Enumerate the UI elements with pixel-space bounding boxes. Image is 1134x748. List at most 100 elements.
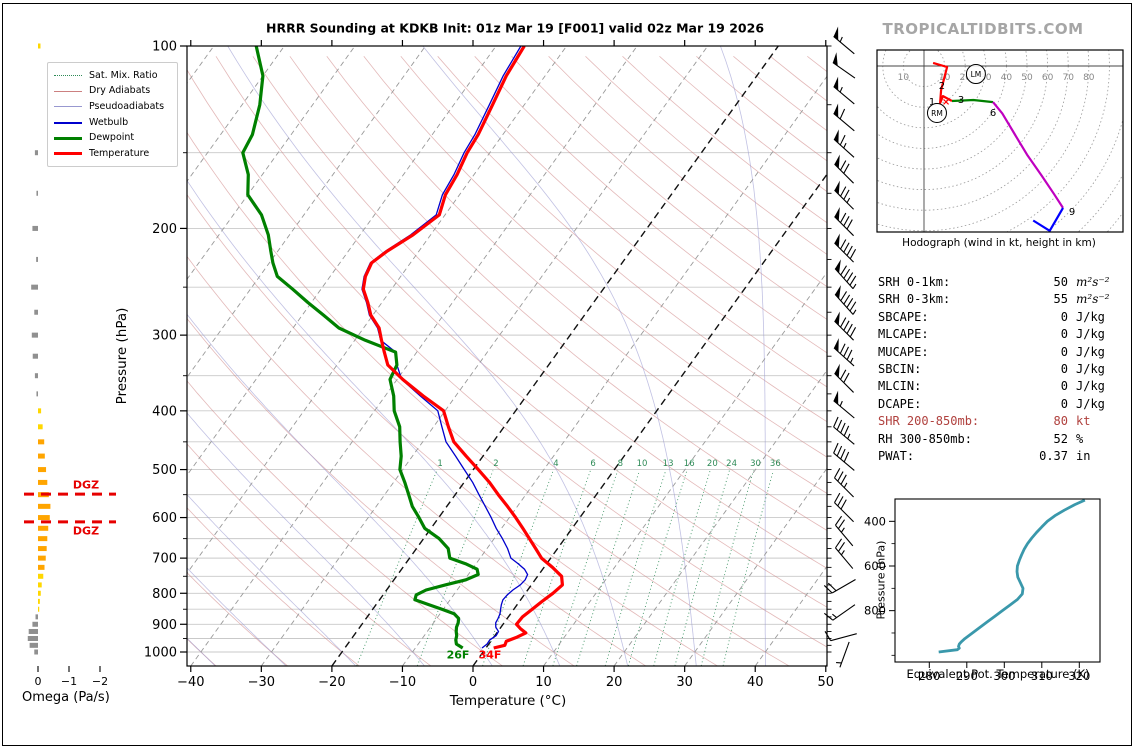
sat-mix-ratio-line-icon — [54, 75, 82, 77]
thetae-tick-label: 320 — [1068, 669, 1090, 683]
omega-bar — [38, 546, 47, 552]
mixing-ratio-label: 4 — [553, 459, 558, 469]
temperature-curve — [361, 46, 564, 650]
wind-barb — [833, 390, 855, 419]
mixing-ratio-label: 10 — [637, 459, 648, 469]
omega-bar — [38, 598, 40, 604]
stat-row: RH 300-850mb: 52% — [878, 431, 1132, 448]
omega-bar — [36, 256, 38, 262]
omega-bar — [38, 555, 46, 561]
wind-barb — [823, 579, 856, 594]
temperature-line-icon — [54, 152, 82, 156]
legend-label: Wetbulb — [89, 116, 129, 128]
hodograph-height-label: 9 — [1069, 207, 1075, 218]
storm-motion-LM: LM — [965, 64, 986, 85]
omega-bar — [36, 190, 38, 196]
stat-label: MLCAPE: — [878, 327, 929, 342]
temperature-tick-label: 10 — [535, 675, 552, 690]
wind-barb — [834, 154, 854, 184]
surface-temperature-label: 34F — [478, 648, 502, 662]
omega-bar — [36, 391, 38, 397]
stat-row: SHR 200-850mb: 80 kt — [878, 413, 1132, 430]
pressure-tick-label: 600 — [152, 511, 177, 526]
omega-bar — [34, 150, 38, 156]
mixing-ratio-label: 20 — [707, 459, 718, 469]
hodograph-height-label: 1 — [929, 97, 935, 108]
stat-label: PWAT: — [878, 449, 915, 464]
stat-row: MUCAPE: 0 J/kg — [878, 344, 1132, 361]
omega-bar — [38, 515, 50, 521]
hodograph-axis-label: 60 — [1042, 73, 1054, 83]
hodograph-frame — [876, 49, 1124, 233]
hodograph-segment-3-6km — [951, 98, 994, 104]
pressure-tick-label: 700 — [152, 552, 177, 567]
stat-value: 0 — [1060, 327, 1068, 342]
stat-value: 50 — [1053, 275, 1068, 289]
stat-unit: in — [1076, 449, 1091, 464]
wind-barb — [834, 311, 857, 341]
wind-barb — [834, 515, 854, 547]
skewt-grid — [187, 46, 827, 666]
stat-unit: kt — [1076, 414, 1091, 429]
stat-label: RH 300-850mb: — [878, 431, 972, 446]
stat-unit: J/kg — [1076, 327, 1105, 342]
stat-row: PWAT: 0.37 in — [878, 448, 1132, 465]
storm-motion-RM: RM — [926, 102, 947, 123]
stat-row: SBCAPE: 0 J/kg — [878, 309, 1132, 326]
thetae-tick-label: 280 — [918, 669, 940, 683]
omega-bar — [38, 536, 48, 542]
stat-value: 0.37 — [1039, 449, 1068, 464]
thetae-axis-label: Equivalent Pot. Temperature (K) — [906, 667, 1090, 681]
hodograph-axis-label: 70 — [1062, 73, 1074, 83]
stat-unit: J/kg — [1076, 309, 1105, 324]
wind-barb — [833, 76, 855, 105]
omega-bar — [38, 564, 45, 570]
wind-barb — [834, 233, 857, 263]
mixing-ratio-labels: 1 2 4 6 8 10 13 16 20 24 30 36 — [437, 459, 780, 469]
wind-barb — [833, 338, 855, 367]
omega-bar — [38, 467, 47, 473]
pressure-tick-label: 800 — [152, 587, 177, 602]
hodograph-segment-9-12km — [1032, 207, 1064, 232]
temperature-tick-label: 20 — [606, 675, 623, 690]
legend-label: Sat. Mix. Ratio — [89, 69, 158, 81]
stat-row: DCAPE: 0 J/kg — [878, 396, 1132, 413]
wind-barb — [836, 641, 850, 668]
dewpoint-line-icon — [54, 136, 82, 140]
temperature-tick-label: 0 — [469, 675, 477, 690]
legend-item: Wetbulb — [54, 115, 171, 131]
wind-barb — [833, 416, 855, 445]
storm-motion-label: LM — [971, 70, 982, 79]
stat-unit: J/kg — [1076, 396, 1105, 411]
omega-bar — [32, 225, 38, 231]
thetae-tick-label: 300 — [993, 669, 1015, 683]
mixing-ratio-label: 36 — [770, 459, 781, 469]
omega-bar — [38, 503, 51, 509]
hodograph-segment-6-9km — [992, 101, 1064, 209]
stat-unit: m²s⁻² — [1076, 292, 1110, 307]
thetae-pressure-tick-label: 400 — [864, 514, 886, 528]
stat-label: MUCAPE: — [878, 344, 929, 359]
legend-label: Dewpoint — [89, 132, 135, 144]
hodograph-height-label: 2 — [939, 81, 945, 92]
thetae-tick-label: 310 — [1031, 669, 1053, 683]
mixing-ratio-label: 13 — [663, 459, 674, 469]
page-title: HRRR Sounding at KDKB Init: 01z Mar 19 [… — [265, 20, 765, 36]
thetae-pressure-tick-label: 800 — [864, 604, 886, 618]
stat-label: SRH 0-1km: — [878, 275, 951, 289]
temperature-tick-label: −30 — [248, 675, 275, 690]
thetae-panel: 400 600 800 280 290 300 310 320 — [864, 498, 1101, 683]
wetbulb-line-icon — [54, 121, 82, 124]
omega-bar — [38, 408, 42, 414]
stat-value: 0 — [1060, 344, 1068, 359]
hodograph-rings: 10 10 20 30 40 50 60 70 80 — [877, 50, 1123, 232]
wind-barb — [832, 52, 856, 79]
omega-tick-label: −1 — [61, 675, 77, 688]
omega-bar — [31, 332, 38, 338]
stat-unit: % — [1076, 431, 1084, 446]
temperature-tick-label: −20 — [318, 675, 345, 690]
legend-item: Sat. Mix. Ratio — [54, 68, 171, 84]
